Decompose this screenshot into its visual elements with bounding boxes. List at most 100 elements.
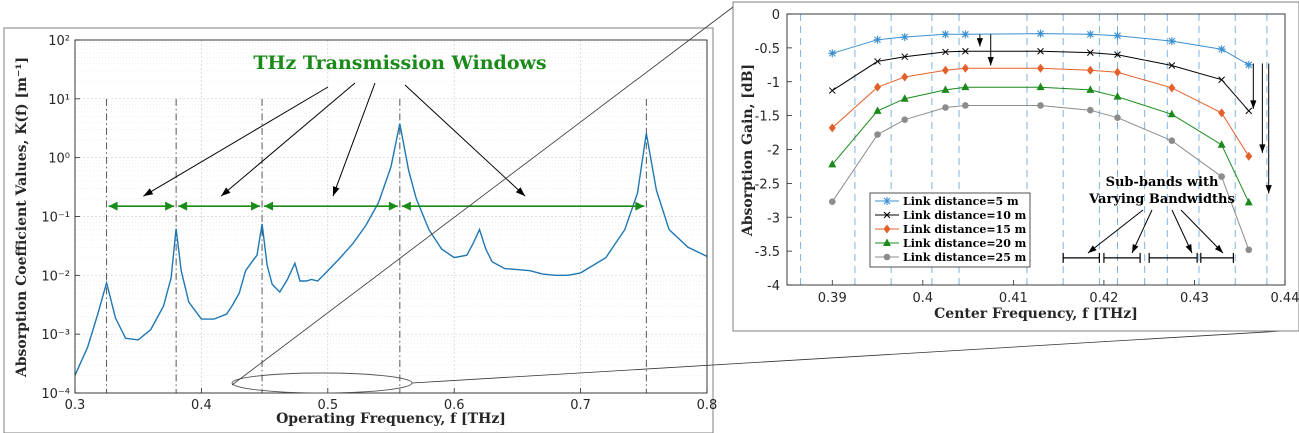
series-point	[1086, 65, 1094, 75]
window-arrowhead-right	[388, 201, 398, 211]
series-point	[901, 116, 909, 123]
series-point	[1037, 47, 1044, 55]
legend-entry: Link distance=25 m	[903, 251, 1027, 264]
right-x-tick-label: 0.43	[1180, 291, 1209, 306]
series-point	[901, 72, 909, 82]
series-point	[874, 131, 881, 138]
left-x-tick-label: 0.4	[191, 398, 212, 413]
trend-arrowhead	[1132, 244, 1139, 253]
series-point	[941, 65, 949, 75]
trend-arrowhead	[1185, 244, 1192, 253]
series-point	[1037, 63, 1045, 73]
series-point	[1113, 31, 1122, 40]
window-pointer-arrow	[404, 84, 526, 197]
trend-arrowhead	[976, 38, 983, 47]
series-point	[1218, 108, 1226, 118]
trend-arrowhead	[1259, 144, 1266, 153]
trend-arrowhead	[1088, 245, 1097, 253]
trend-arrow	[1180, 209, 1224, 254]
legend-entry: Link distance=15 m	[903, 223, 1027, 236]
series-point	[941, 85, 950, 93]
left-x-tick-label: 0.6	[444, 398, 465, 413]
right-y-tick-label: -0.5	[755, 42, 780, 57]
series-diamond	[828, 63, 1253, 161]
series-point	[1245, 107, 1253, 115]
zoom-connector-top	[231, 6, 734, 386]
left-panel-frame	[3, 27, 714, 433]
absorption-curve	[74, 123, 708, 376]
right-y-tick-label: -4	[767, 279, 780, 294]
left-x-tick-label: 0.5	[317, 398, 338, 413]
zoom-connector-bottom	[411, 329, 1299, 384]
series-point	[883, 197, 891, 205]
series-point	[828, 198, 836, 205]
left-y-tick-label: 10⁻²	[41, 269, 70, 284]
legend-entry: Link distance=5 m	[903, 195, 1019, 208]
window-arrowhead-right	[251, 201, 261, 211]
series-point	[883, 238, 891, 246]
window-pointer-arrow	[143, 86, 329, 197]
left-y-tick-label: 10⁻¹	[41, 211, 70, 226]
series-point	[1113, 92, 1122, 100]
trend-arrowhead	[1214, 244, 1223, 253]
series-point	[1086, 30, 1095, 39]
series-point	[1167, 109, 1176, 118]
series-point	[1086, 85, 1095, 93]
series-point	[1087, 106, 1094, 114]
series-point	[1244, 60, 1253, 69]
left-y-tick-label: 10⁰	[48, 152, 70, 167]
series-point	[1036, 29, 1045, 38]
series-asterisk	[828, 29, 1253, 69]
series-point	[962, 102, 969, 109]
series-point	[942, 104, 949, 111]
series-point	[1086, 49, 1094, 56]
series-point	[900, 33, 909, 42]
subband-annotation-line-2: Varying Bandwidths	[1088, 192, 1235, 207]
right-y-tick-label: -1.5	[755, 110, 780, 125]
left-x-axis-label: Operating Frequency, f [THz]	[276, 411, 506, 427]
series-point	[1218, 76, 1225, 84]
window-pointer-arrow	[220, 82, 356, 197]
window-arrowhead-left	[108, 201, 118, 211]
series-point	[1244, 197, 1253, 206]
series-point	[828, 159, 837, 168]
absorption-coefficient-plot: 0.3 0.4 0.5 0.6 0.7 0.8 10⁻⁴ 10⁻³ 10⁻² 10⁻¹ 10⁰ 10¹…	[3, 27, 717, 433]
series-point	[1113, 67, 1121, 77]
window-arrowhead-left	[264, 201, 274, 211]
left-y-axis-label: Absorption Coefficient Values, K(f) [m⁻¹…	[14, 57, 30, 378]
right-y-tick-label: -3.5	[755, 245, 780, 260]
right-x-tick-label: 0.42	[1089, 291, 1118, 306]
legend-entry: Link distance=20 m	[903, 237, 1027, 250]
left-y-tick-label: 10¹	[48, 93, 70, 108]
series-point	[883, 211, 891, 219]
series-point	[1037, 102, 1044, 109]
legend-entry: Link distance=10 m	[903, 209, 1027, 222]
series-point	[1217, 45, 1226, 54]
window-arrowhead-left	[178, 201, 188, 211]
series-point	[901, 53, 909, 61]
right-x-tick-label: 0.44	[1271, 291, 1299, 306]
series-point	[900, 94, 909, 102]
series-point	[942, 48, 949, 56]
series-point	[1245, 151, 1253, 161]
right-y-tick-label: -2.5	[755, 177, 780, 192]
series-point	[1114, 114, 1121, 121]
right-x-tick-label: 0.41	[999, 291, 1028, 306]
transmission-windows-label: THz Transmission Windows	[253, 52, 546, 74]
trend-arrowhead	[1265, 185, 1272, 194]
left-x-tick-label: 0.7	[570, 398, 591, 413]
right-y-tick-label: -3	[767, 211, 780, 226]
series-point	[883, 253, 891, 261]
series-point	[941, 30, 950, 39]
series-point	[1218, 173, 1225, 180]
left-x-tick-label: 0.3	[65, 398, 86, 413]
series-circle	[828, 102, 1253, 254]
series-point	[1114, 51, 1121, 59]
right-y-axis-label: Absorption Gain, [dB]	[740, 64, 756, 237]
legend-box	[869, 192, 1031, 268]
window-arrowhead-right	[165, 201, 175, 211]
right-x-axis-label: Center Frequency, f [THz]	[934, 306, 1138, 322]
series-point	[1036, 82, 1045, 91]
right-x-tick-label: 0.39	[818, 291, 847, 306]
left-y-tick-label: 10⁻³	[41, 328, 70, 343]
